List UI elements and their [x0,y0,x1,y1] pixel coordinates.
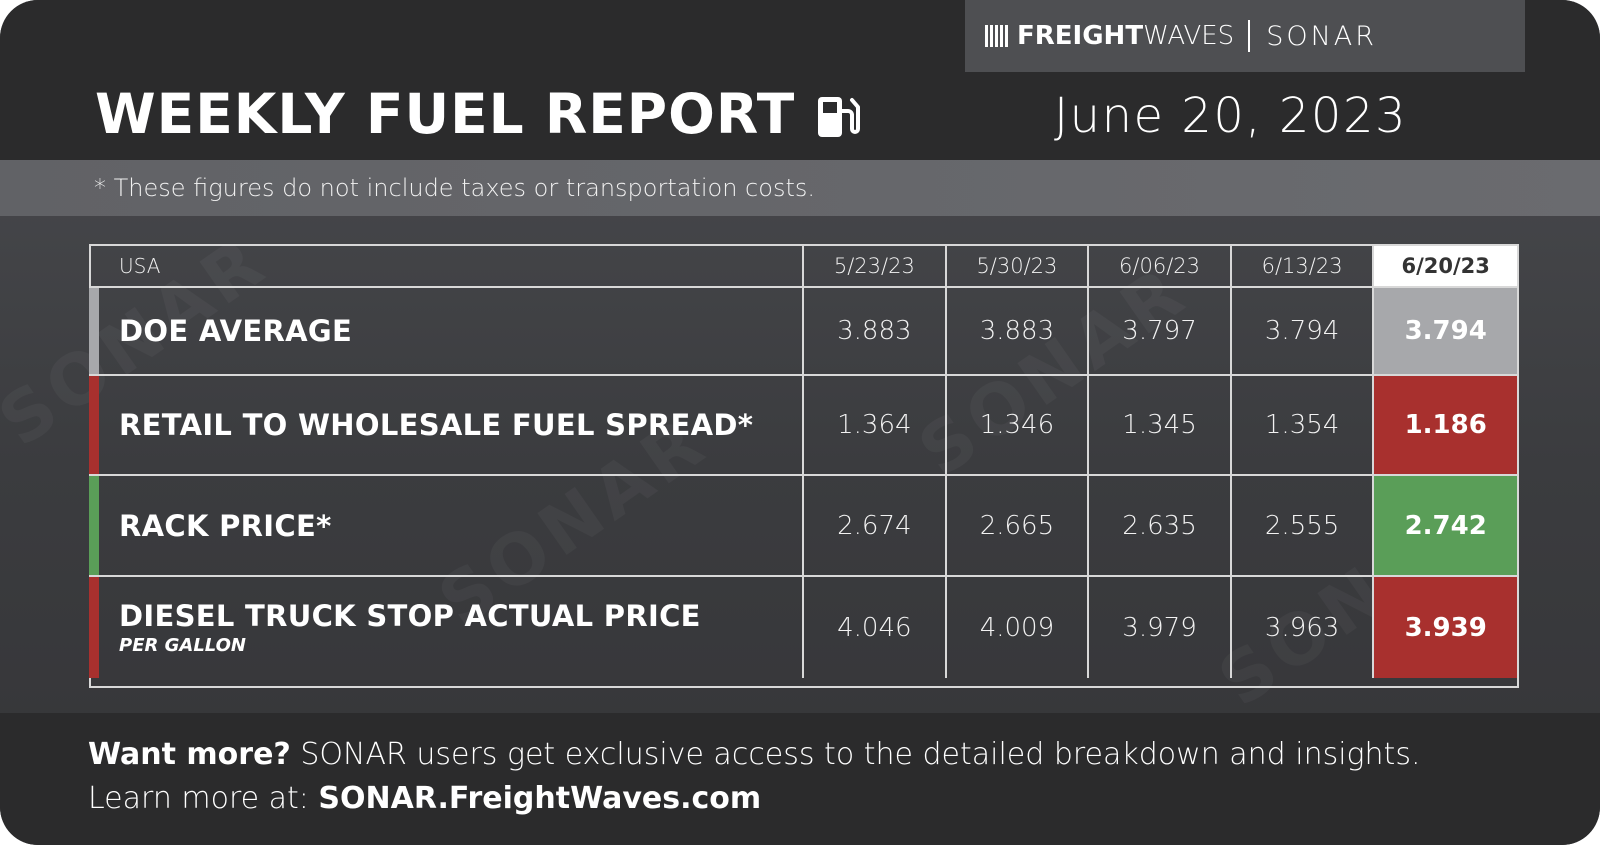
page-title: WEEKLY FUEL REPORT [95,82,796,146]
footer-link-line: Learn more at: SONAR.FreightWaves.com [88,781,762,816]
value-cell: 2.635 [1089,476,1232,575]
column-header-date: 5/23/23 [804,246,947,286]
column-header-date: 6/20/23 [1374,246,1517,286]
column-header-date: 6/06/23 [1089,246,1232,286]
row-sublabel: PER GALLON [119,635,246,656]
value-cell: 3.883 [947,288,1090,374]
value-cell: 1.345 [1089,376,1232,474]
value-cell: 3.963 [1232,577,1375,678]
brand-name: FREIGHTWAVES [1017,21,1235,51]
status-accent-bar [89,288,99,374]
row-label: RETAIL TO WHOLESALE FUEL SPREAD* [119,408,754,442]
value-cell: 1.364 [804,376,947,474]
fuel-pump-icon [818,97,860,137]
fuel-price-table: USA 5/23/23 5/30/23 6/06/23 6/13/23 6/20/23 DO… [89,244,1519,688]
value-cell: 3.797 [1089,288,1232,374]
value-cell: 3.979 [1089,577,1232,678]
value-cell: 4.009 [947,577,1090,678]
row-label-cell: RACK PRICE* [89,476,805,575]
latest-value-cell: 3.794 [1374,288,1517,374]
row-label: RACK PRICE* [119,508,332,543]
column-header-date: 5/30/23 [947,246,1090,286]
report-date: June 20, 2023 [1054,88,1408,144]
row-label-cell: DIESEL TRUCK STOP ACTUAL PRICE PER GALLON [89,577,805,678]
value-cell: 4.046 [804,577,947,678]
row-label: DOE AVERAGE [119,314,353,348]
brand-product: SONAR [1266,20,1378,52]
row-label-cell: RETAIL TO WHOLESALE FUEL SPREAD* [89,376,805,474]
sonar-link[interactable]: SONAR.FreightWaves.com [318,781,762,816]
brand-logo[interactable]: FREIGHTWAVES SONAR [965,0,1525,72]
value-cell: 3.794 [1232,288,1375,374]
brand-divider [1248,20,1251,52]
region-header: USA [91,246,805,286]
value-cell: 2.665 [947,476,1090,575]
latest-value-cell: 3.939 [1374,577,1517,678]
table-row: DIESEL TRUCK STOP ACTUAL PRICE PER GALLON… [89,577,1517,678]
freightwaves-logo-icon [985,25,1011,47]
row-label-cell: DOE AVERAGE [89,288,805,374]
latest-value-cell: 1.186 [1374,376,1517,474]
value-cell: 3.883 [804,288,947,374]
disclaimer-band [0,160,1600,216]
column-header-date: 6/13/23 [1232,246,1375,286]
table-row: RETAIL TO WHOLESALE FUEL SPREAD* 1.364 1.3… [89,376,1517,476]
value-cell: 2.555 [1232,476,1375,575]
footer-bar [0,713,1600,845]
latest-value-cell: 2.742 [1374,476,1517,575]
value-cell: 2.674 [804,476,947,575]
table-row: DOE AVERAGE 3.883 3.883 3.797 3.794 3.794 [89,288,1517,376]
footer-promo: Want more? SONAR users get exclusive acc… [88,737,1421,772]
status-accent-bar [89,476,99,575]
disclaimer-text: * These figures do not include taxes or … [94,174,815,202]
value-cell: 1.346 [947,376,1090,474]
status-accent-bar [89,577,99,678]
table-row: RACK PRICE* 2.674 2.665 2.635 2.555 2.742 [89,476,1517,577]
table-header-row: USA 5/23/23 5/30/23 6/06/23 6/13/23 6/20/23 [91,246,1517,288]
status-accent-bar [89,376,99,474]
value-cell: 1.354 [1232,376,1375,474]
row-label: DIESEL TRUCK STOP ACTUAL PRICE [119,599,701,633]
